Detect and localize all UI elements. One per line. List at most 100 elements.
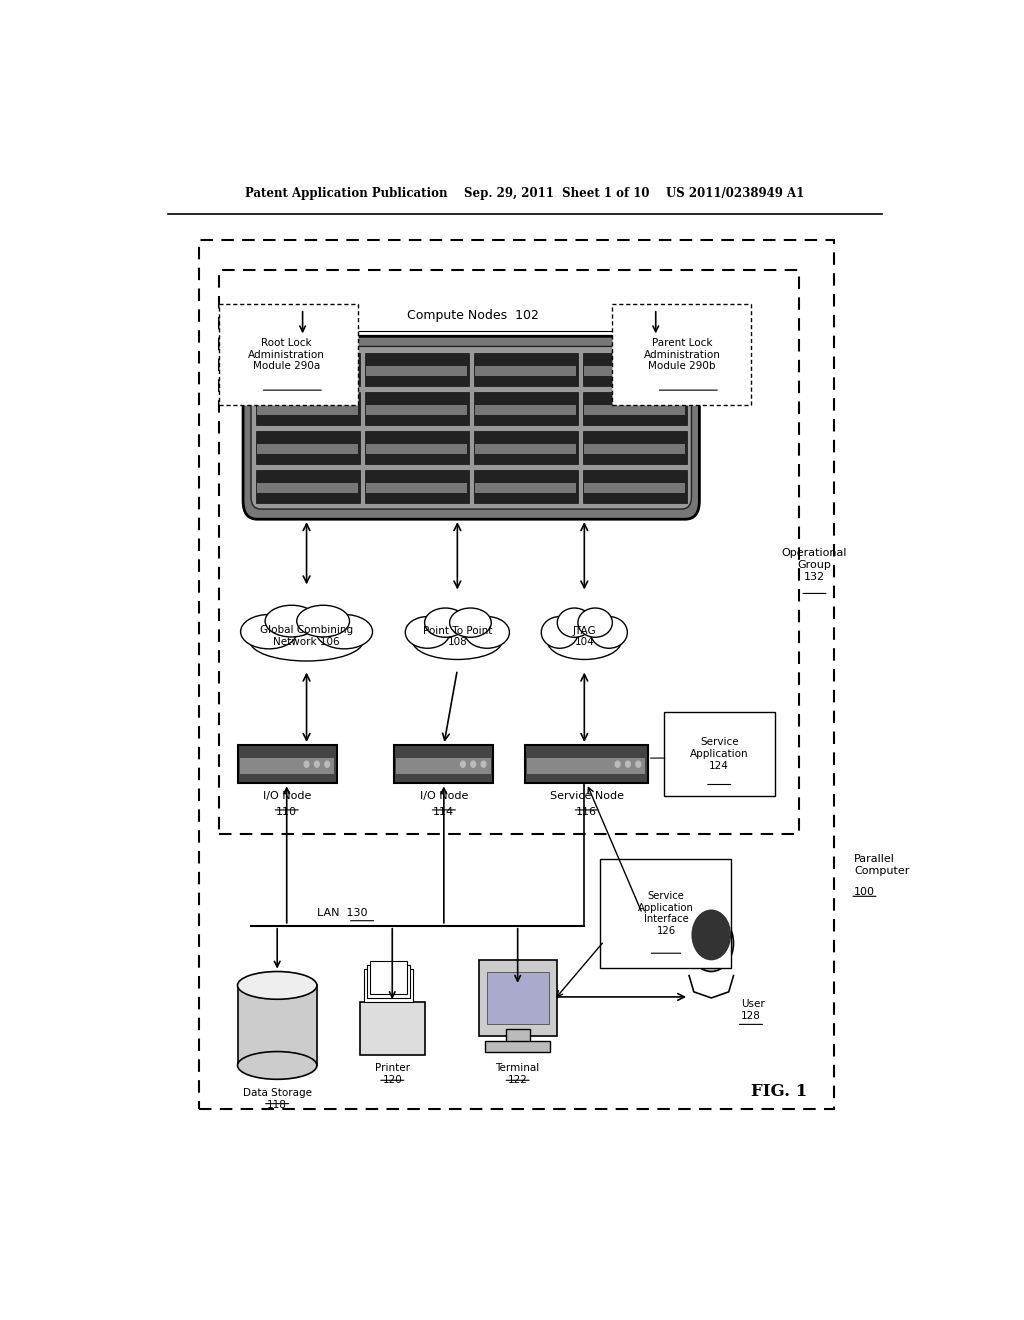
FancyBboxPatch shape (584, 444, 685, 454)
Text: User
128: User 128 (740, 999, 764, 1020)
FancyBboxPatch shape (367, 405, 467, 414)
FancyBboxPatch shape (256, 430, 359, 463)
Circle shape (481, 762, 486, 767)
Text: Service Node: Service Node (550, 791, 624, 801)
FancyBboxPatch shape (359, 1002, 425, 1055)
FancyBboxPatch shape (583, 352, 687, 385)
Ellipse shape (557, 609, 592, 638)
Text: Parallel
Computer: Parallel Computer (854, 854, 909, 875)
Text: Global Combining
Network 106: Global Combining Network 106 (260, 626, 353, 647)
Bar (238, 986, 316, 1065)
FancyBboxPatch shape (583, 430, 687, 463)
FancyBboxPatch shape (365, 430, 469, 463)
Circle shape (626, 762, 631, 767)
Text: 100: 100 (854, 887, 874, 898)
FancyBboxPatch shape (219, 304, 358, 405)
Ellipse shape (591, 616, 628, 648)
Ellipse shape (450, 609, 492, 638)
FancyBboxPatch shape (474, 392, 578, 425)
FancyBboxPatch shape (475, 366, 577, 376)
Circle shape (325, 762, 330, 767)
Text: Service
Application
124: Service Application 124 (690, 738, 749, 771)
Text: 110: 110 (276, 807, 297, 817)
FancyBboxPatch shape (479, 961, 557, 1036)
Circle shape (689, 915, 733, 972)
Ellipse shape (250, 622, 364, 661)
FancyBboxPatch shape (257, 405, 358, 414)
Text: Data Storage
118: Data Storage 118 (243, 1089, 311, 1110)
Ellipse shape (413, 623, 502, 660)
FancyBboxPatch shape (257, 483, 358, 494)
Ellipse shape (425, 609, 466, 638)
Text: Parent Lock
Administration
Module 290b: Parent Lock Administration Module 290b (643, 338, 720, 371)
FancyBboxPatch shape (238, 744, 337, 784)
FancyBboxPatch shape (600, 859, 731, 969)
FancyBboxPatch shape (583, 470, 687, 503)
Ellipse shape (578, 609, 612, 638)
FancyBboxPatch shape (506, 1030, 529, 1043)
FancyBboxPatch shape (485, 1040, 550, 1052)
Text: Compute Nodes  102: Compute Nodes 102 (408, 309, 540, 322)
FancyBboxPatch shape (486, 972, 549, 1024)
Ellipse shape (465, 616, 509, 648)
FancyBboxPatch shape (664, 713, 775, 796)
FancyBboxPatch shape (474, 352, 578, 385)
FancyBboxPatch shape (584, 483, 685, 494)
Circle shape (636, 762, 641, 767)
Text: FIG. 1: FIG. 1 (751, 1082, 807, 1100)
Text: Operational
Group
132: Operational Group 132 (781, 548, 847, 582)
FancyBboxPatch shape (584, 366, 685, 376)
Text: LAN  130: LAN 130 (317, 908, 368, 917)
FancyBboxPatch shape (583, 392, 687, 425)
Ellipse shape (265, 606, 317, 638)
FancyBboxPatch shape (365, 352, 469, 385)
FancyBboxPatch shape (612, 304, 751, 405)
FancyBboxPatch shape (364, 969, 413, 1002)
FancyBboxPatch shape (256, 470, 359, 503)
FancyBboxPatch shape (367, 366, 467, 376)
Text: Root Lock
Administration
Module 290a: Root Lock Administration Module 290a (248, 338, 326, 371)
Ellipse shape (316, 615, 373, 649)
FancyBboxPatch shape (243, 337, 699, 519)
Ellipse shape (406, 616, 450, 648)
FancyBboxPatch shape (365, 470, 469, 503)
FancyBboxPatch shape (394, 744, 494, 784)
Text: Terminal
122: Terminal 122 (496, 1063, 540, 1085)
FancyBboxPatch shape (256, 352, 359, 385)
Circle shape (471, 762, 475, 767)
FancyBboxPatch shape (365, 392, 469, 425)
FancyBboxPatch shape (524, 744, 648, 784)
Ellipse shape (238, 972, 316, 999)
FancyBboxPatch shape (370, 961, 407, 994)
Text: 114: 114 (433, 807, 455, 817)
Text: Printer
120: Printer 120 (375, 1063, 410, 1085)
Text: Patent Application Publication    Sep. 29, 2011  Sheet 1 of 10    US 2011/023894: Patent Application Publication Sep. 29, … (245, 187, 805, 201)
Circle shape (461, 762, 465, 767)
Ellipse shape (297, 606, 349, 638)
Text: Service
Application
Interface
126: Service Application Interface 126 (638, 891, 694, 936)
FancyBboxPatch shape (584, 405, 685, 414)
Text: 116: 116 (577, 807, 597, 817)
FancyBboxPatch shape (257, 444, 358, 454)
FancyBboxPatch shape (367, 965, 410, 998)
FancyBboxPatch shape (256, 392, 359, 425)
FancyBboxPatch shape (475, 444, 577, 454)
Ellipse shape (238, 1052, 316, 1080)
Circle shape (314, 762, 319, 767)
Text: I/O Node: I/O Node (420, 791, 468, 801)
FancyBboxPatch shape (474, 470, 578, 503)
Ellipse shape (548, 623, 622, 660)
Circle shape (304, 762, 309, 767)
Circle shape (691, 909, 731, 961)
Text: JTAG
104: JTAG 104 (572, 626, 596, 647)
FancyBboxPatch shape (396, 759, 490, 774)
FancyBboxPatch shape (257, 366, 358, 376)
FancyBboxPatch shape (527, 759, 645, 774)
Text: I/O Node: I/O Node (262, 791, 311, 801)
Ellipse shape (542, 616, 579, 648)
Ellipse shape (241, 615, 297, 649)
FancyBboxPatch shape (251, 346, 691, 510)
FancyBboxPatch shape (367, 483, 467, 494)
FancyBboxPatch shape (240, 759, 334, 774)
Circle shape (615, 762, 621, 767)
